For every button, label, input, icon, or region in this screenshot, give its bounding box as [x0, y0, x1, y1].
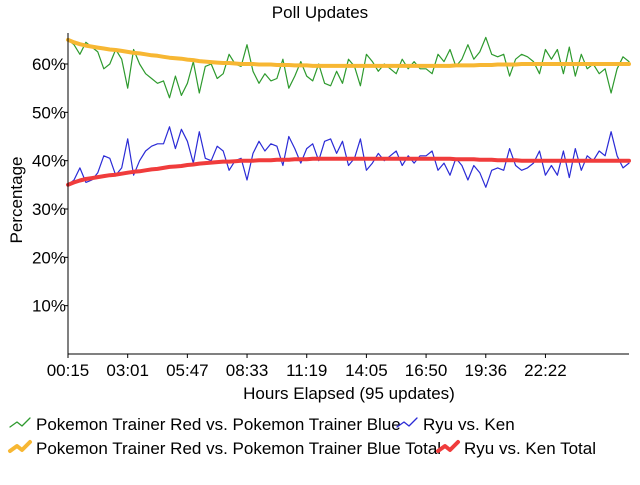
x-tick-label: 22:22	[524, 361, 567, 380]
legend-swatch-1	[396, 417, 418, 428]
y-tick-label: 20%	[32, 248, 66, 267]
y-tick-label: 30%	[32, 200, 66, 219]
legend-label-0: Pokemon Trainer Red vs. Pokemon Trainer …	[36, 415, 401, 434]
x-tick-label: 14:05	[345, 361, 388, 380]
series-line-2	[66, 37, 631, 68]
series-line-3	[66, 156, 631, 187]
y-tick-label: 10%	[32, 297, 66, 316]
y-axis-label: Percentage	[7, 157, 26, 244]
x-tick-label: 05:47	[166, 361, 209, 380]
y-tick-label: 60%	[32, 55, 66, 74]
x-tick-label: 11:19	[286, 361, 327, 380]
y-tick-label: 40%	[32, 152, 66, 171]
legend-swatch-3	[436, 440, 460, 453]
x-tick-label: 00:15	[47, 361, 90, 380]
legend-swatch-0	[9, 417, 31, 428]
x-tick-label: 03:01	[106, 361, 149, 380]
legend-label-2: Pokemon Trainer Red vs. Pokemon Trainer …	[36, 439, 441, 458]
legend: Pokemon Trainer Red vs. Pokemon Trainer …	[8, 415, 596, 458]
legend-label-3: Ryu vs. Ken Total	[464, 439, 596, 458]
y-tick-label: 50%	[32, 103, 66, 122]
chart-title: Poll Updates	[272, 3, 368, 22]
x-tick-label: 16:50	[405, 361, 448, 380]
plot-area	[66, 36, 631, 188]
legend-swatch-2	[8, 440, 32, 453]
y-axis: 10% 20% 30% 40% 50% 60%	[32, 33, 69, 354]
x-axis-label: Hours Elapsed (95 updates)	[243, 384, 455, 403]
x-axis: 00:15 03:01 05:47 08:33 11:19 14:05 16:50 19:36…	[47, 353, 629, 380]
x-tick-label: 08:33	[226, 361, 269, 380]
legend-label-1: Ryu vs. Ken	[423, 415, 515, 434]
x-tick-label: 19:36	[464, 361, 507, 380]
